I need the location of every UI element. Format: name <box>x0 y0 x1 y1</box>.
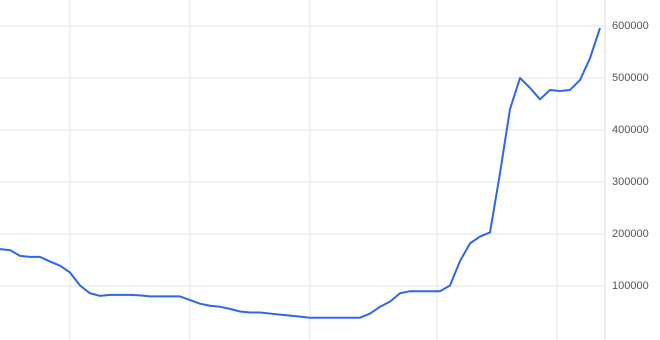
y-tick-label: 600000 <box>612 20 649 32</box>
y-tick-label: 100000 <box>612 280 649 292</box>
y-tick-label: 200000 <box>612 228 649 240</box>
y-tick-label: 500000 <box>612 72 649 84</box>
y-tick-label: 300000 <box>612 176 649 188</box>
y-tick-label: 400000 <box>612 124 649 136</box>
line <box>0 27 601 319</box>
